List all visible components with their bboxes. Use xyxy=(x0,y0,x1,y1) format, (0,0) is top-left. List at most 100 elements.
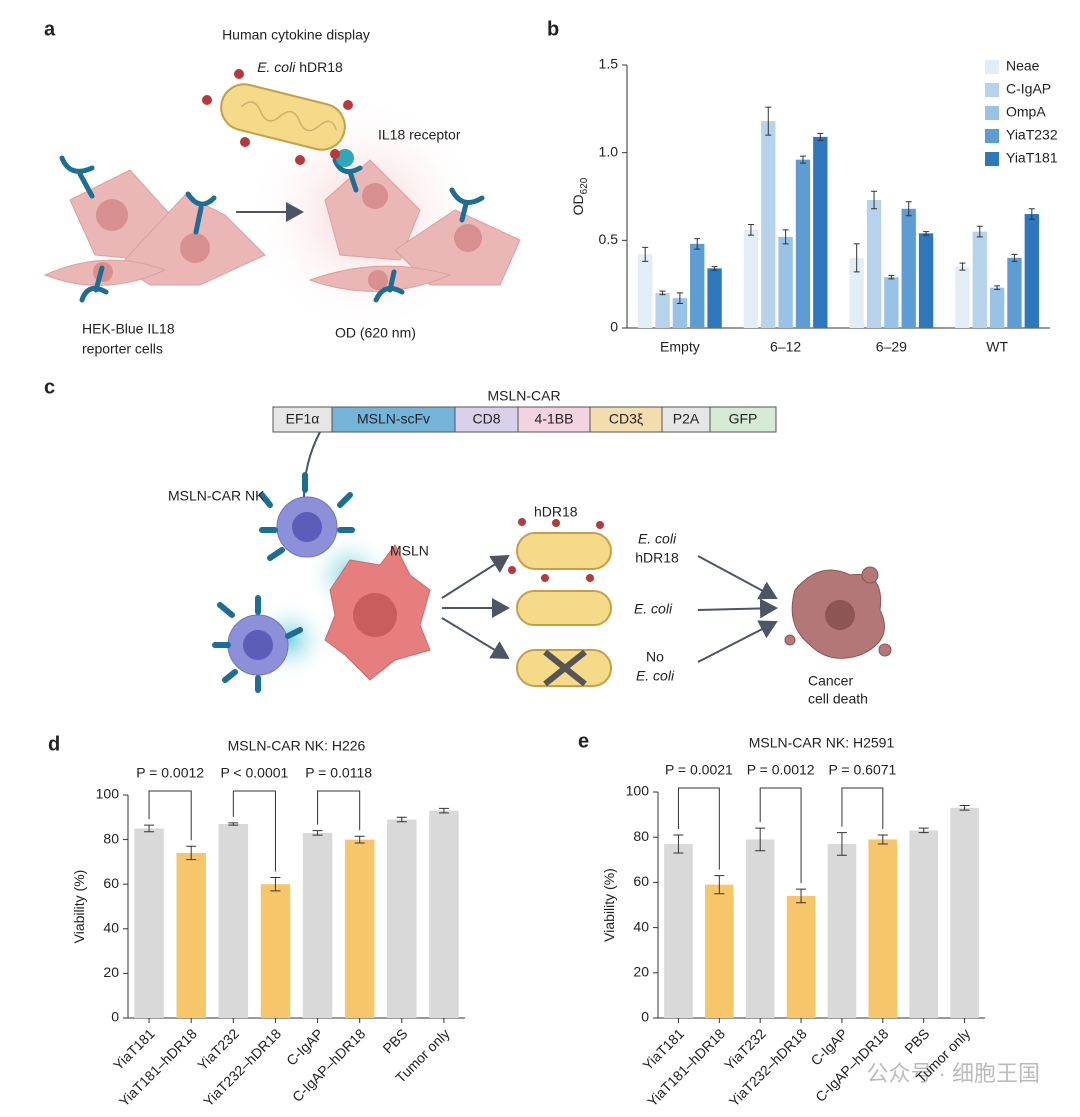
error-bar xyxy=(642,246,649,262)
significance-bracket xyxy=(841,787,884,829)
bar xyxy=(745,839,775,1018)
x-tick-label: Empty xyxy=(660,339,700,355)
condition-prefix: No xyxy=(646,649,664,665)
y-label-sub: 620 xyxy=(579,177,590,194)
bar xyxy=(134,828,164,1018)
error-bar xyxy=(853,243,860,273)
bar xyxy=(795,159,811,328)
y-tick-label: 80 xyxy=(103,830,119,846)
y-label-main: Viability (%) xyxy=(601,868,617,942)
bar xyxy=(655,292,670,328)
construct-label: CD8 xyxy=(472,411,500,427)
y-axis-label: OD620 xyxy=(570,177,590,215)
bar xyxy=(950,807,979,1018)
x-tick-label: YiaT232–hDR18 xyxy=(726,1025,810,1109)
error-bar xyxy=(905,201,912,217)
y-tick-label: 20 xyxy=(103,964,119,980)
x-tick-label: WT xyxy=(986,339,1008,355)
y-label-main: Viability (%) xyxy=(71,870,87,944)
p-value: P < 0.0001 xyxy=(220,765,288,781)
p-value: P = 0.0118 xyxy=(305,765,372,781)
error-bar xyxy=(354,835,365,844)
error-bar xyxy=(799,155,806,164)
readout-label: OD (620 nm) xyxy=(335,325,416,341)
panel-c: c MSLN-CAR hDR18 MSLN-CAR NK MSLN E. col… xyxy=(44,376,892,707)
error-bar xyxy=(676,292,683,304)
y-tick-label: 0.5 xyxy=(599,231,619,247)
error-bar xyxy=(144,824,155,833)
y-tick-label: 60 xyxy=(633,873,649,889)
chart: d MSLN-CAR NK: H226 Viability (%) 0 20 40 60 80… xyxy=(48,733,465,1110)
y-label-main: OD xyxy=(570,194,586,215)
error-bar xyxy=(228,822,239,826)
significance-bracket xyxy=(677,787,720,870)
error-bar xyxy=(438,807,449,814)
bar xyxy=(429,810,459,1018)
chart: b OD620 0 0.5 1.0 1.5 Empty 6–12 6–29 WT Neae C-IgA… xyxy=(547,18,1058,354)
error-bar xyxy=(186,845,197,861)
bar xyxy=(884,277,899,328)
x-tick-label: YiaT181–hDR18 xyxy=(116,1025,200,1109)
target-label: MSLN xyxy=(390,543,429,559)
strain: hDR18 xyxy=(299,59,343,75)
error-bar xyxy=(959,262,966,271)
y-axis-label: Viability (%) xyxy=(601,868,617,942)
error-bar xyxy=(782,229,789,245)
construct-label: 4-1BB xyxy=(535,411,574,427)
bar xyxy=(989,287,1005,328)
legend-swatch xyxy=(985,152,999,166)
x-tick-label: 6–29 xyxy=(876,339,907,355)
nk-label: MSLN-CAR NK xyxy=(168,488,265,504)
bar xyxy=(705,884,734,1018)
y-axis-label: Viability (%) xyxy=(71,870,87,944)
error-bar xyxy=(711,266,718,271)
x-tick-label: PBS xyxy=(901,1025,932,1056)
error-bar xyxy=(312,830,323,836)
condition-species: E. coli xyxy=(636,668,675,684)
receptor-label: IL18 receptor xyxy=(378,127,461,143)
bar xyxy=(849,257,864,328)
y-tick-label: 40 xyxy=(103,920,119,936)
ligand-label: hDR18 xyxy=(534,504,578,520)
cells-label: reporter cells xyxy=(82,341,163,357)
bar xyxy=(387,819,417,1018)
error-bar xyxy=(871,190,878,210)
chart-title: MSLN-CAR NK: H226 xyxy=(228,738,366,754)
error-bar xyxy=(755,827,766,852)
error-bar xyxy=(976,225,983,238)
error-bar xyxy=(747,224,754,236)
construct-box xyxy=(709,406,777,433)
bar xyxy=(955,266,970,328)
bar xyxy=(866,200,882,328)
x-tick-label: C-IgAP–hDR18 xyxy=(289,1025,369,1105)
y-tick-label: 20 xyxy=(633,964,649,980)
error-bar xyxy=(959,805,970,811)
bar xyxy=(868,839,898,1018)
significance-bracket xyxy=(232,790,276,872)
construct-box xyxy=(331,406,456,433)
error-bar xyxy=(918,827,929,834)
p-value: P = 0.0012 xyxy=(136,765,204,781)
bar xyxy=(176,852,206,1018)
condition-species: E. coli xyxy=(634,601,673,617)
bar xyxy=(344,839,375,1018)
error-bar xyxy=(396,816,407,823)
legend-label: YiaT232 xyxy=(1006,127,1058,143)
construct-label: EF1α xyxy=(286,411,320,427)
panel-letter: e xyxy=(578,730,589,752)
error-bar xyxy=(923,231,930,236)
y-tick-label: 0 xyxy=(111,1009,119,1025)
significance-bracket xyxy=(317,790,361,831)
outcome-label: Cancer xyxy=(808,673,853,689)
watermark: 公众号 · 细胞王国 xyxy=(866,1061,1040,1086)
bar xyxy=(778,236,793,328)
y-tick-label: 1.5 xyxy=(599,56,619,72)
bar xyxy=(260,884,291,1018)
bar xyxy=(672,298,688,328)
y-tick-label: 80 xyxy=(633,828,649,844)
x-tick-label: 6–12 xyxy=(770,339,801,355)
cells-label: HEK-Blue IL18 xyxy=(82,321,175,337)
construct-label: MSLN-scFv xyxy=(357,411,430,427)
error-bar xyxy=(877,834,888,845)
